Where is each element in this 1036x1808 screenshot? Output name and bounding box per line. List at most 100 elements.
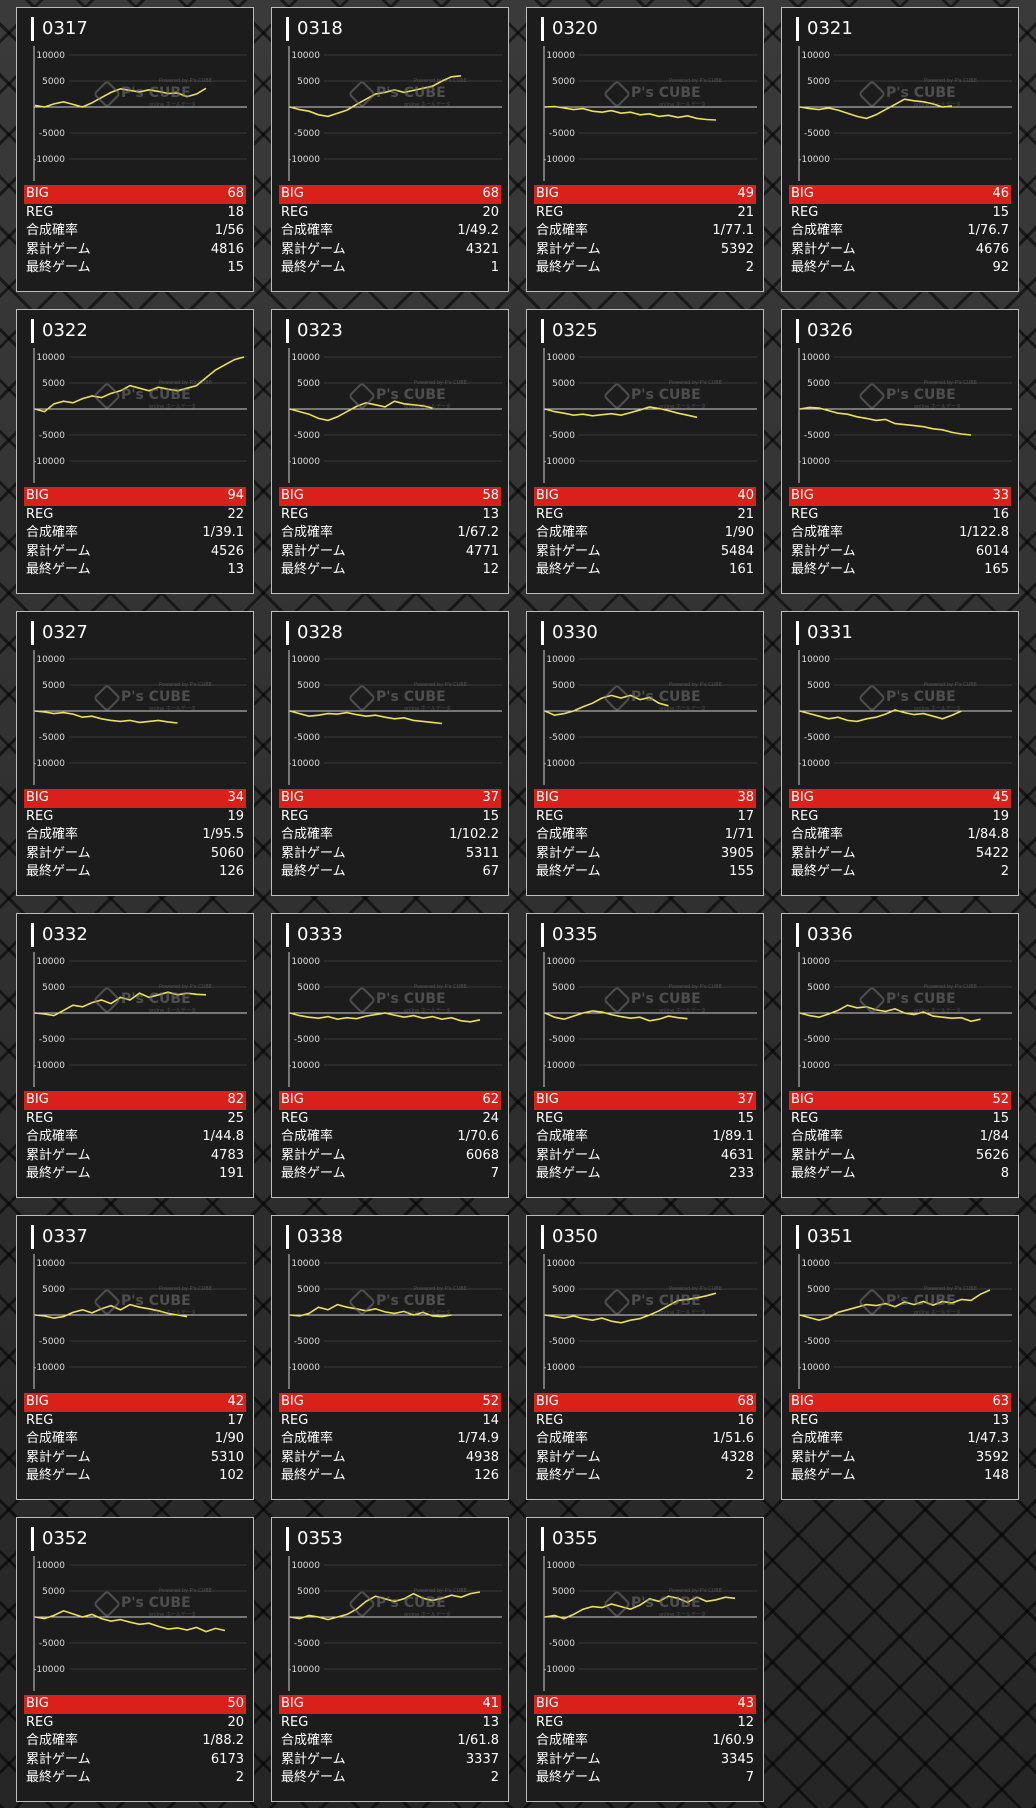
machine-card[interactable]: 0318 10000 5000 -5000 -10000 P's CUBE Powered … — [271, 7, 509, 292]
big-row: BIG 68 — [24, 185, 246, 204]
machine-card[interactable]: 0330 10000 5000 -5000 -10000 P's CUBE Powered … — [526, 611, 764, 896]
last-game-row-value: 102 — [219, 1468, 244, 1484]
last-game-row-label: 最終ゲーム — [791, 1166, 856, 1182]
y-tick-label: -5000 — [804, 1035, 830, 1045]
machine-card[interactable]: 0328 10000 5000 -5000 -10000 P's CUBE Powered … — [271, 611, 509, 896]
last-game-row-label: 最終ゲーム — [281, 1166, 346, 1182]
machine-number: 0338 — [286, 1225, 343, 1249]
machine-stats: BIG 52 REG 14 合成確率 1/74.9 累計ゲーム 4938 最終ゲーム 126 — [279, 1393, 501, 1486]
big-row: BIG 62 — [279, 1091, 501, 1110]
machine-number: 0318 — [286, 17, 343, 41]
slump-line — [289, 400, 433, 422]
games-row: 累計ゲーム 4816 — [24, 241, 246, 260]
reg-row-label: REG — [26, 506, 54, 522]
machine-card[interactable]: 0337 10000 5000 -5000 -10000 P's CUBE Powered … — [16, 1215, 254, 1500]
last-game-row-value: 2 — [490, 1770, 499, 1786]
machine-card[interactable]: 0336 10000 5000 -5000 -10000 P's CUBE Powered … — [781, 913, 1019, 1198]
rate-row-value: 1/44.8 — [202, 1129, 244, 1145]
big-row-value: 37 — [737, 1092, 754, 1107]
rate-row: 合成確率 1/90 — [24, 1430, 246, 1449]
last-game-row-value: 148 — [984, 1468, 1009, 1484]
big-row: BIG 58 — [279, 487, 501, 506]
big-row: BIG 33 — [789, 487, 1011, 506]
big-row-value: 62 — [482, 1092, 499, 1107]
machine-number: 0337 — [31, 1225, 88, 1249]
reg-row: REG 15 — [789, 1110, 1011, 1129]
machine-card[interactable]: 0351 10000 5000 -5000 -10000 P's CUBE Powered … — [781, 1215, 1019, 1500]
rate-row: 合成確率 1/89.1 — [534, 1128, 756, 1147]
games-row-label: 累計ゲーム — [536, 543, 601, 559]
y-tick-label: -10000 — [33, 1363, 65, 1373]
machine-card[interactable]: 0326 10000 5000 -5000 -10000 P's CUBE Powered … — [781, 309, 1019, 594]
reg-row: REG 17 — [24, 1412, 246, 1431]
last-game-row-label: 最終ゲーム — [791, 864, 856, 880]
slump-graph: 10000 5000 -5000 -10000 — [798, 650, 1012, 785]
last-game-row-label: 最終ゲーム — [281, 1468, 346, 1484]
y-tick-label: 5000 — [297, 1587, 320, 1597]
y-tick-label: -10000 — [33, 759, 65, 769]
machine-number: 0352 — [31, 1527, 88, 1551]
big-row-label: BIG — [281, 1696, 304, 1711]
big-row: BIG 63 — [789, 1393, 1011, 1412]
games-row-value: 4321 — [465, 241, 499, 257]
rate-row: 合成確率 1/74.9 — [279, 1430, 501, 1449]
machine-card[interactable]: 0332 10000 5000 -5000 -10000 P's CUBE Powered … — [16, 913, 254, 1198]
machine-card[interactable]: 0350 10000 5000 -5000 -10000 P's CUBE Powered … — [526, 1215, 764, 1500]
rate-row: 合成確率 1/77.1 — [534, 222, 756, 241]
machine-card[interactable]: 0321 10000 5000 -5000 -10000 P's CUBE Powered … — [781, 7, 1019, 292]
reg-row-value: 15 — [737, 1110, 754, 1126]
rate-row: 合成確率 1/51.6 — [534, 1430, 756, 1449]
y-tick-label: -10000 — [288, 155, 320, 165]
machine-card[interactable]: 0325 10000 5000 -5000 -10000 P's CUBE Powered … — [526, 309, 764, 594]
y-tick-label: 10000 — [546, 655, 575, 665]
y-tick-label: 10000 — [546, 51, 575, 61]
y-tick-label: 5000 — [42, 1587, 65, 1597]
reg-row: REG 19 — [789, 808, 1011, 827]
machine-card[interactable]: 0335 10000 5000 -5000 -10000 P's CUBE Powered … — [526, 913, 764, 1198]
slump-line — [34, 356, 245, 413]
machine-number: 0326 — [796, 319, 853, 343]
games-row-label: 累計ゲーム — [281, 1449, 346, 1465]
slump-line — [289, 1012, 481, 1023]
reg-row: REG 17 — [534, 808, 756, 827]
games-row: 累計ゲーム 4526 — [24, 543, 246, 562]
machine-card[interactable]: 0352 10000 5000 -5000 -10000 P's CUBE Powered … — [16, 1517, 254, 1802]
big-row-label: BIG — [791, 488, 814, 503]
machine-card[interactable]: 0322 10000 5000 -5000 -10000 P's CUBE Powered … — [16, 309, 254, 594]
y-tick-label: 10000 — [291, 655, 320, 665]
machine-card[interactable]: 0331 10000 5000 -5000 -10000 P's CUBE Powered … — [781, 611, 1019, 896]
machine-card[interactable]: 0323 10000 5000 -5000 -10000 P's CUBE Powered … — [271, 309, 509, 594]
machine-card[interactable]: 0317 10000 5000 -5000 -10000 P's CUBE Powered … — [16, 7, 254, 292]
last-game-row-label: 最終ゲーム — [536, 1166, 601, 1182]
y-tick-label: -5000 — [294, 431, 320, 441]
y-tick-label: -5000 — [39, 733, 65, 743]
slump-line — [289, 1303, 452, 1318]
last-game-row-label: 最終ゲーム — [536, 1468, 601, 1484]
slump-graph: 10000 5000 -5000 -10000 — [543, 650, 757, 785]
last-game-row-value: 126 — [474, 1468, 499, 1484]
reg-row: REG 13 — [789, 1412, 1011, 1431]
y-tick-label: -10000 — [33, 1061, 65, 1071]
rate-row-label: 合成確率 — [281, 1431, 334, 1447]
machine-stats: BIG 58 REG 13 合成確率 1/67.2 累計ゲーム 4771 最終ゲーム 12 — [279, 487, 501, 580]
machine-stats: BIG 41 REG 13 合成確率 1/61.8 累計ゲーム 3337 最終ゲーム 2 — [279, 1695, 501, 1788]
machine-stats: BIG 50 REG 20 合成確率 1/88.2 累計ゲーム 6173 最終ゲーム 2 — [24, 1695, 246, 1788]
slump-line — [799, 98, 953, 120]
machine-card[interactable]: 0333 10000 5000 -5000 -10000 P's CUBE Powered … — [271, 913, 509, 1198]
machine-stats: BIG 94 REG 22 合成確率 1/39.1 累計ゲーム 4526 最終ゲーム 13 — [24, 487, 246, 580]
machine-card[interactable]: 0338 10000 5000 -5000 -10000 P's CUBE Powered … — [271, 1215, 509, 1500]
machine-card[interactable]: 0355 10000 5000 -5000 -10000 P's CUBE Powered … — [526, 1517, 764, 1802]
big-row-value: 68 — [227, 186, 244, 201]
y-tick-label: 10000 — [291, 957, 320, 967]
reg-row: REG 13 — [279, 1714, 501, 1733]
games-row-label: 累計ゲーム — [281, 543, 346, 559]
big-row-value: 33 — [992, 488, 1009, 503]
rate-row-label: 合成確率 — [536, 525, 589, 541]
y-tick-label: -5000 — [549, 1639, 575, 1649]
rate-row-label: 合成確率 — [281, 1733, 334, 1749]
machine-card[interactable]: 0320 10000 5000 -5000 -10000 P's CUBE Powered … — [526, 7, 764, 292]
machine-stats: BIG 49 REG 21 合成確率 1/77.1 累計ゲーム 5392 最終ゲーム 2 — [534, 185, 756, 278]
machine-card[interactable]: 0327 10000 5000 -5000 -10000 P's CUBE Powered … — [16, 611, 254, 896]
slump-line — [544, 1010, 688, 1022]
machine-card[interactable]: 0353 10000 5000 -5000 -10000 P's CUBE Powered … — [271, 1517, 509, 1802]
